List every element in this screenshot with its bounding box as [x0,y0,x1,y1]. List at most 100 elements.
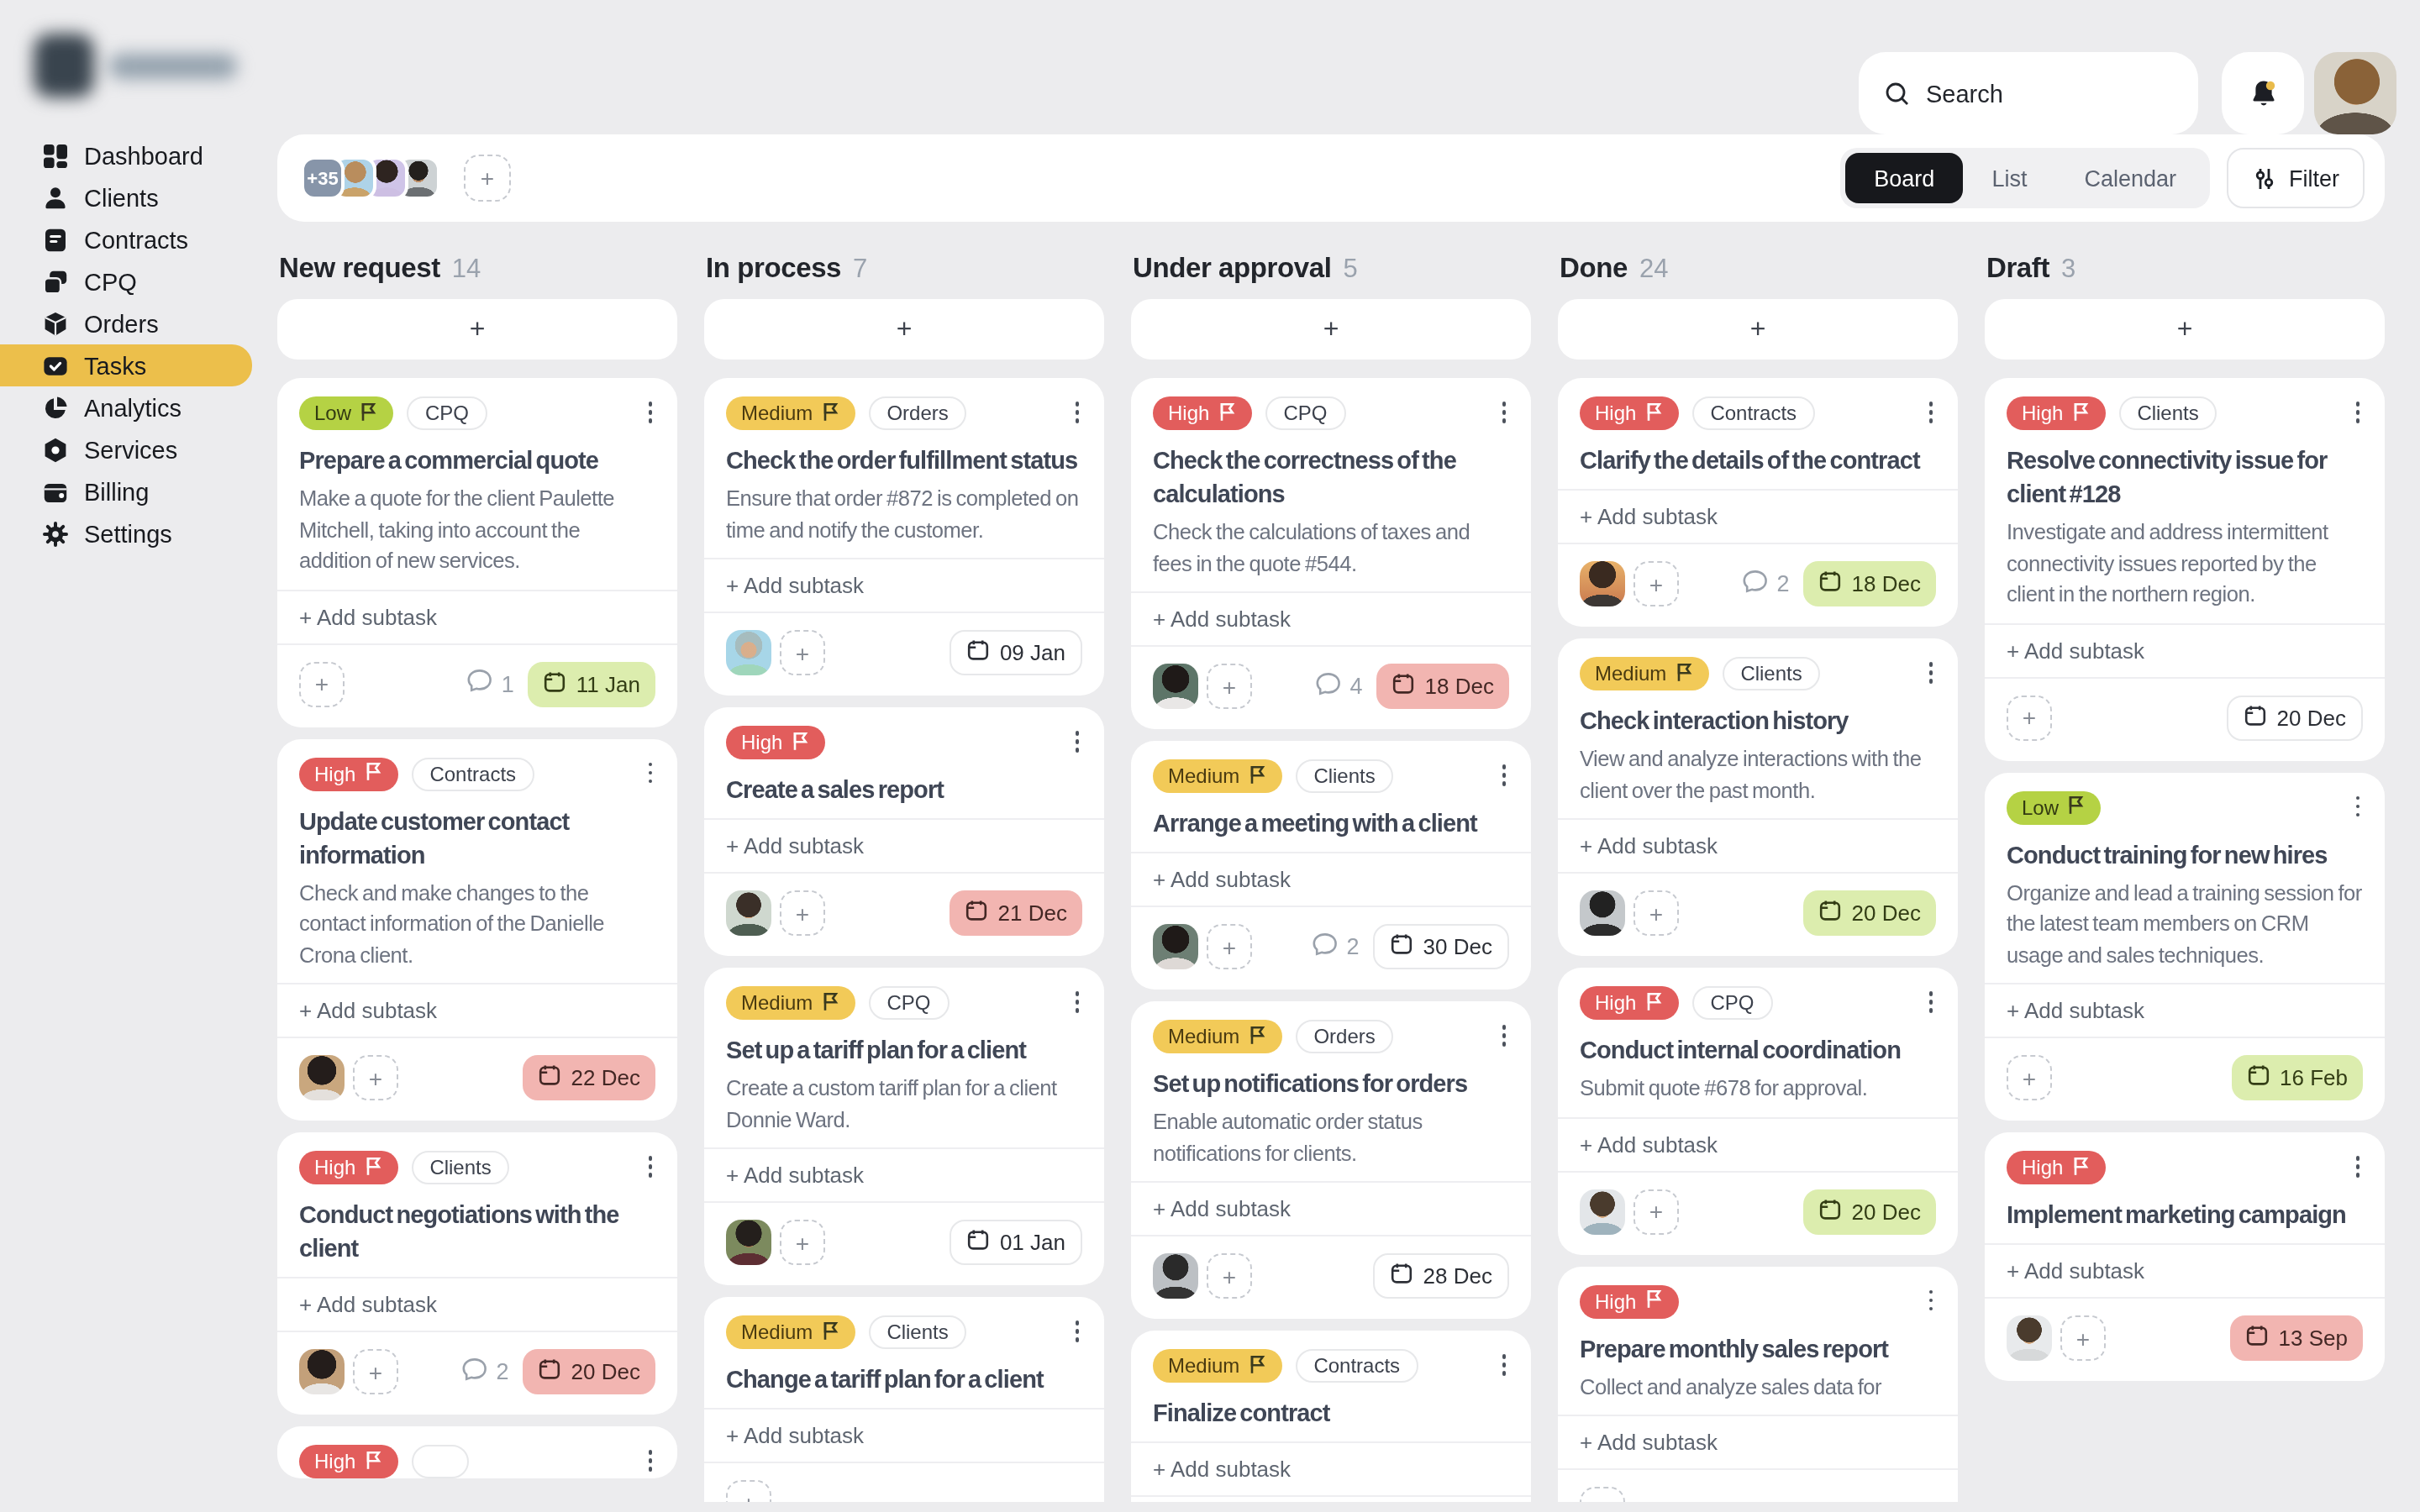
add-subtask-button[interactable]: + Add subtask [277,1277,677,1332]
add-card-button[interactable]: + [277,299,677,360]
sidebar-item-settings[interactable]: Settings [0,512,277,554]
add-subtask-button[interactable]: + Add subtask [1985,983,2385,1038]
task-card[interactable]: HighClientsConduct negotiations with the… [277,1132,677,1415]
add-subtask-button[interactable]: + Add subtask [277,983,677,1038]
card-menu-button[interactable] [1071,398,1082,426]
card-menu-button[interactable] [2352,1152,2363,1180]
add-subtask-button[interactable]: + Add subtask [1558,1116,1958,1172]
comments-indicator[interactable]: 4 [1315,669,1363,703]
sidebar-item-billing[interactable]: Billing [0,470,277,512]
task-card[interactable]: HighContractsUpdate customer contact inf… [277,738,677,1121]
task-card[interactable]: LowCPQPrepare a commercial quoteMake a q… [277,378,677,727]
assignee-avatar[interactable] [726,630,771,675]
comments-indicator[interactable]: 1 [466,667,514,701]
search-input[interactable]: Search [1859,52,2198,134]
sidebar-item-dashboard[interactable]: Dashboard [0,134,277,176]
sidebar-item-services[interactable]: Services [0,428,277,470]
add-assignee-button[interactable]: + [780,890,825,936]
task-card[interactable]: MediumClientsChange a tariff plan for a … [704,1297,1104,1502]
card-menu-button[interactable] [1925,659,1936,686]
sidebar-item-contracts[interactable]: Contracts [0,218,277,260]
add-assignee-button[interactable]: + [726,1480,771,1502]
card-menu-button[interactable] [1071,727,1082,755]
add-assignee-button[interactable]: + [780,630,825,675]
card-menu-button[interactable] [1925,1286,1936,1314]
add-subtask-button[interactable]: + Add subtask [1985,1243,2385,1299]
card-menu-button[interactable] [644,398,655,426]
add-card-button[interactable]: + [1131,299,1531,360]
add-assignee-button[interactable]: + [2060,1315,2106,1361]
add-subtask-button[interactable]: + Add subtask [704,818,1104,874]
add-subtask-button[interactable]: + Add subtask [704,558,1104,613]
task-card[interactable]: MediumClientsArrange a meeting with a cl… [1131,741,1531,990]
task-card[interactable]: MediumClientsCheck interaction historyVi… [1558,638,1958,956]
sidebar-item-tasks[interactable]: Tasks [0,344,252,386]
add-assignee-button[interactable]: + [1634,561,1679,606]
task-card[interactable]: HighCPQConduct internal coordinationSubm… [1558,968,1958,1254]
task-card[interactable]: HighPrepare monthly sales reportCollect … [1558,1266,1958,1502]
add-assignee-button[interactable]: + [299,661,345,706]
task-card[interactable]: HighClientsResolve connectivity issue fo… [1985,378,2385,760]
add-subtask-button[interactable]: + Add subtask [1131,1441,1531,1497]
task-card[interactable]: High [277,1426,677,1478]
card-menu-button[interactable] [1498,761,1509,789]
members-overflow-badge[interactable]: +35 [301,156,345,200]
card-menu-button[interactable] [644,759,655,786]
card-menu-button[interactable] [2352,398,2363,426]
sidebar-item-clients[interactable]: Clients [0,176,277,218]
sidebar-item-analytics[interactable]: Analytics [0,386,277,428]
card-menu-button[interactable] [2352,792,2363,820]
task-card[interactable]: HighCreate a sales report+ Add subtask+2… [704,707,1104,956]
task-card[interactable]: HighCPQCheck the correctness of the calc… [1131,378,1531,729]
assignee-avatar[interactable] [299,1055,345,1100]
comments-indicator[interactable]: 2 [1312,930,1360,963]
add-assignee-button[interactable]: + [1634,1189,1679,1234]
add-assignee-button[interactable]: + [1207,664,1252,709]
assignee-avatar[interactable] [1153,664,1198,709]
sidebar-item-orders[interactable]: Orders [0,302,277,344]
add-assignee-button[interactable]: + [1207,924,1252,969]
assignee-avatar[interactable] [1153,1253,1198,1299]
add-assignee-button[interactable]: + [2007,695,2052,740]
add-subtask-button[interactable]: + Add subtask [1985,622,2385,678]
card-menu-button[interactable] [644,1446,655,1474]
add-assignee-button[interactable]: + [780,1220,825,1265]
filter-button[interactable]: Filter [2227,148,2365,208]
assignee-avatar[interactable] [299,1349,345,1394]
card-menu-button[interactable] [1498,398,1509,426]
add-subtask-button[interactable]: + Add subtask [277,589,677,644]
assignee-avatar[interactable] [1153,924,1198,969]
assignee-avatar[interactable] [726,890,771,936]
add-card-button[interactable]: + [704,299,1104,360]
task-card[interactable]: MediumCPQSet up a tariff plan for a clie… [704,968,1104,1285]
add-subtask-button[interactable]: + Add subtask [1558,1415,1958,1470]
card-menu-button[interactable] [1498,1021,1509,1049]
user-avatar[interactable] [2314,52,2396,134]
task-card[interactable]: LowConduct training for new hiresOrganiz… [1985,772,2385,1121]
add-assignee-button[interactable]: + [1580,1487,1625,1502]
assignee-avatar[interactable] [1580,890,1625,936]
notifications-button[interactable] [2222,52,2304,134]
task-card[interactable]: HighContractsClarify the details of the … [1558,378,1958,627]
assignee-avatar[interactable] [2007,1315,2052,1361]
add-member-button[interactable]: + [464,155,511,202]
comments-indicator[interactable]: 2 [1742,567,1790,601]
card-menu-button[interactable] [1925,988,1936,1016]
add-card-button[interactable]: + [1985,299,2385,360]
view-tab-calendar[interactable]: Calendar [2055,153,2205,203]
add-subtask-button[interactable]: + Add subtask [1558,818,1958,874]
assignee-avatar[interactable] [1580,561,1625,606]
task-card[interactable]: MediumContractsFinalize contract+ Add su… [1131,1331,1531,1502]
add-subtask-button[interactable]: + Add subtask [704,1147,1104,1203]
add-subtask-button[interactable]: + Add subtask [1558,489,1958,544]
add-assignee-button[interactable]: + [1634,890,1679,936]
card-menu-button[interactable] [644,1152,655,1180]
add-subtask-button[interactable]: + Add subtask [704,1408,1104,1463]
add-assignee-button[interactable]: + [353,1055,398,1100]
card-menu-button[interactable] [1925,398,1936,426]
view-tab-list[interactable]: List [1963,153,2055,203]
add-assignee-button[interactable]: + [1207,1253,1252,1299]
task-card[interactable]: HighImplement marketing campaign+ Add su… [1985,1132,2385,1381]
add-card-button[interactable]: + [1558,299,1958,360]
sidebar-item-cpq[interactable]: CPQ [0,260,277,302]
